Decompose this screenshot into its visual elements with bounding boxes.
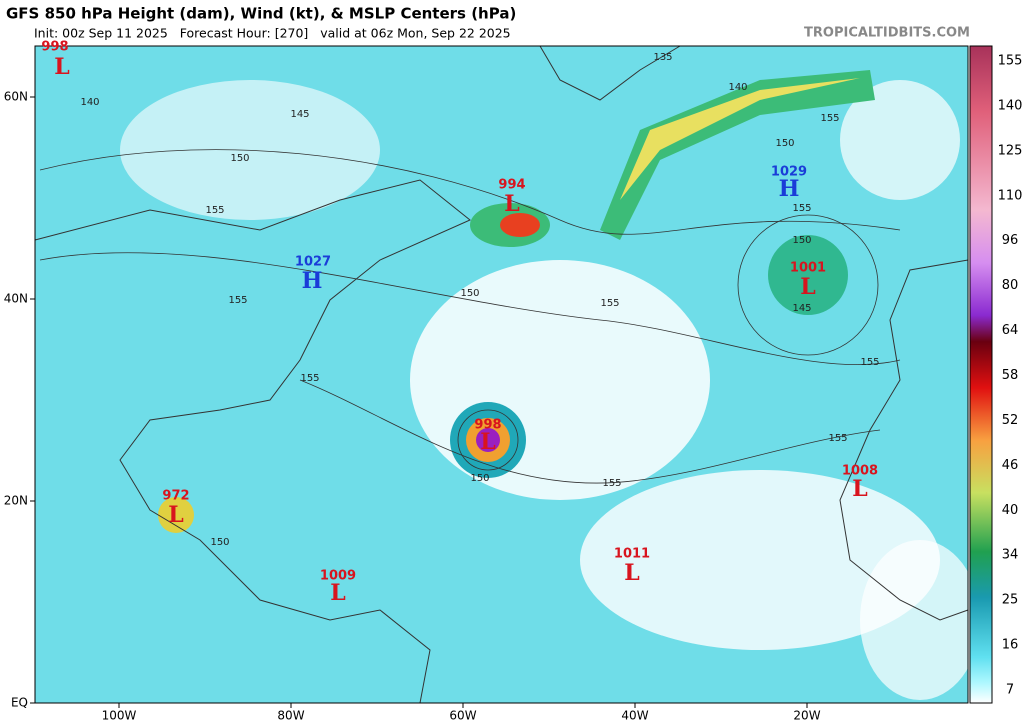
- lon-label: 20W: [793, 709, 820, 723]
- contour: [457, 409, 519, 471]
- center-letter: L: [330, 580, 345, 606]
- contour-label: 140: [80, 97, 99, 108]
- lat-label: 20N: [4, 494, 28, 508]
- contour-label: 150: [775, 138, 794, 149]
- contour-label: 150: [210, 537, 229, 548]
- contour: [299, 379, 881, 484]
- center-letter: L: [852, 476, 867, 502]
- center-pressure: 998: [474, 418, 501, 433]
- center-pressure: 1008: [842, 464, 878, 479]
- lon-label: 40W: [621, 709, 648, 723]
- center-pressure: 1011: [614, 547, 650, 562]
- calm-area: [840, 80, 960, 200]
- jet-core: [620, 78, 860, 200]
- storm: [476, 428, 500, 452]
- center-letter: L: [504, 191, 519, 217]
- lon-label: 80W: [277, 709, 304, 723]
- colorbar-label: 40: [1002, 503, 1019, 518]
- contour-label: 140: [728, 82, 747, 93]
- contour-label: 155: [828, 433, 847, 444]
- colorbar-label: 16: [1002, 638, 1019, 653]
- lon-label: 60W: [449, 709, 476, 723]
- contour-label: 150: [470, 473, 489, 484]
- colorbar-label: 46: [1002, 458, 1019, 473]
- lat-label: 60N: [4, 90, 28, 104]
- center-pressure: 1027: [295, 255, 331, 270]
- map: [34, 45, 980, 704]
- center-letter: L: [624, 560, 639, 586]
- colorbar-label: 34: [1002, 548, 1019, 563]
- contour-label: 150: [230, 153, 249, 164]
- colorbar-label: 7: [1006, 683, 1014, 698]
- calm-area: [580, 470, 940, 650]
- contour-label: 145: [290, 109, 309, 120]
- contour-label: 155: [792, 203, 811, 214]
- center-pressure: 972: [162, 489, 189, 504]
- colorbar-label: 110: [998, 188, 1023, 203]
- center-letter: L: [800, 274, 815, 300]
- contour-label: 155: [602, 478, 621, 489]
- colorbar-label: 155: [998, 54, 1023, 69]
- colorbar-label: 58: [1002, 368, 1019, 383]
- colorbar-label: 25: [1002, 593, 1019, 608]
- center-letter: L: [54, 54, 69, 80]
- jet-core: [500, 213, 540, 237]
- contour-label: 150: [792, 235, 811, 246]
- contour-label: 155: [300, 373, 319, 384]
- map-frame: [34, 45, 969, 704]
- colorbar-label: 140: [998, 98, 1023, 113]
- contour-label: 150: [460, 288, 479, 299]
- source: TROPICALTIDBITS.COM: [804, 26, 970, 41]
- center-letter: H: [302, 268, 323, 294]
- lat-label: 40N: [4, 292, 28, 306]
- storm: [158, 497, 194, 533]
- colorbar: [969, 45, 993, 704]
- colorbar-label: 96: [1002, 233, 1019, 248]
- contour-label: 155: [820, 113, 839, 124]
- lon-label: 100W: [102, 709, 137, 723]
- colorbar-label: 125: [998, 143, 1023, 158]
- center-pressure: 1009: [320, 569, 356, 584]
- lat-label: EQ: [11, 696, 28, 710]
- coastline: [539, 45, 681, 101]
- contour-label: 145: [792, 303, 811, 314]
- contour: [39, 252, 901, 366]
- contour-label: 135: [653, 52, 672, 63]
- calm-area: [860, 540, 980, 700]
- contour-label: 155: [600, 298, 619, 309]
- contour-label: 155: [860, 357, 879, 368]
- contour-label: 155: [228, 295, 247, 306]
- center-pressure: 1001: [790, 261, 826, 276]
- coastline: [839, 259, 969, 621]
- colorbar-label: 52: [1002, 413, 1019, 428]
- contour: [737, 214, 879, 356]
- center-pressure: 998: [41, 40, 68, 55]
- title: GFS 850 hPa Height (dam), Wind (kt), & M…: [6, 5, 516, 23]
- colorbar-label: 80: [1002, 278, 1019, 293]
- contour: [39, 149, 901, 235]
- coastline: [34, 179, 471, 704]
- storm: [768, 235, 848, 315]
- colorbar-label: 64: [1002, 323, 1019, 338]
- contour-label: 155: [205, 205, 224, 216]
- subtitle: Init: 00z Sep 11 2025 Forecast Hour: [27…: [34, 26, 511, 41]
- center-letter: H: [779, 176, 800, 202]
- center-pressure: 994: [498, 178, 525, 193]
- center-pressure: 1029: [771, 165, 807, 180]
- calm-area: [410, 260, 710, 500]
- center-letter: L: [480, 429, 495, 455]
- center-letter: L: [168, 502, 183, 528]
